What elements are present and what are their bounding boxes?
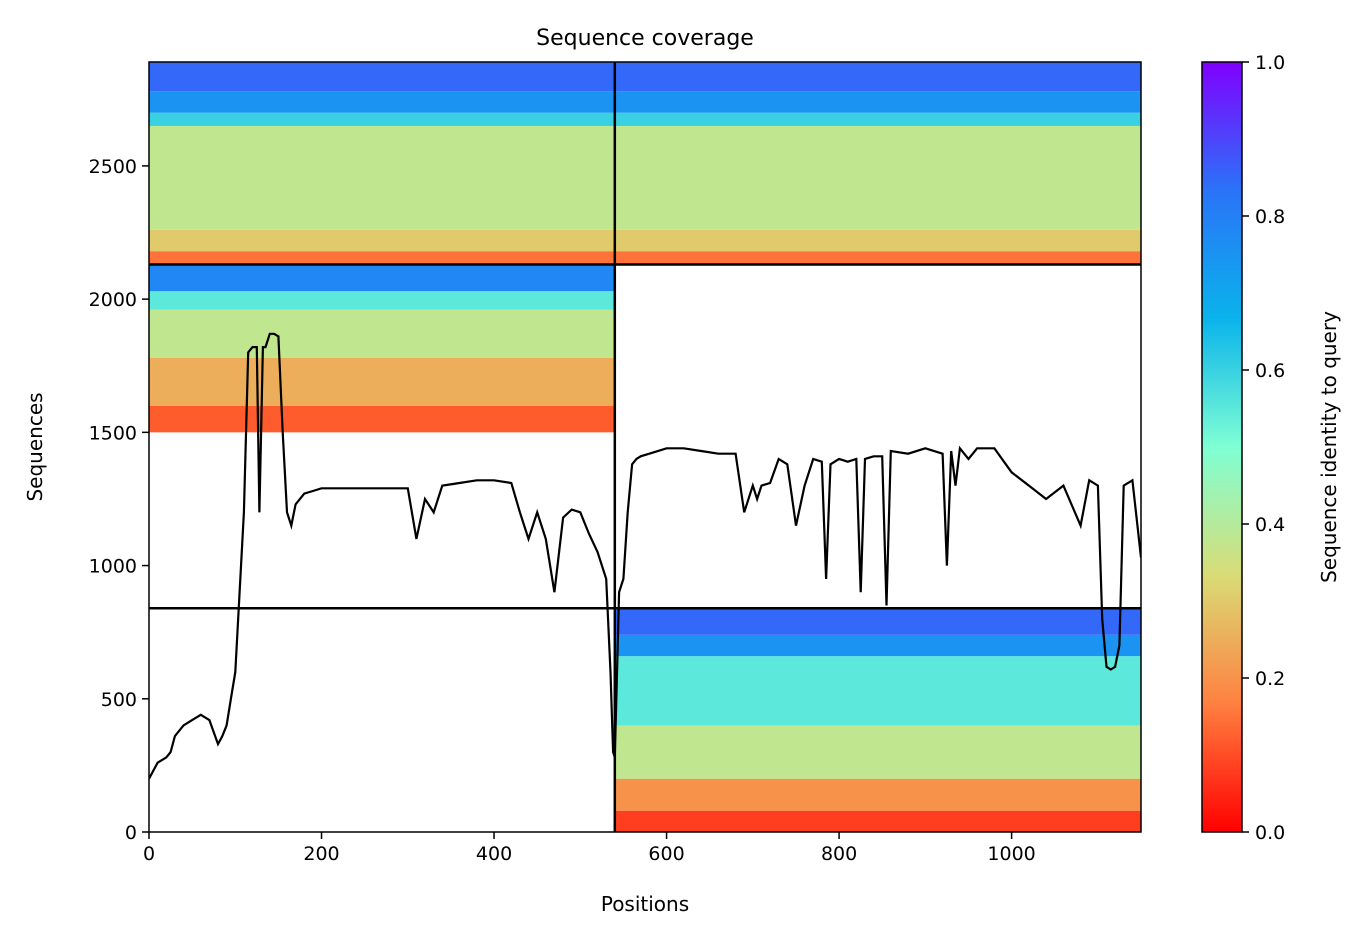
identity-band [614, 810, 1141, 832]
y-tick-label: 2500 [89, 156, 137, 178]
y-axis-label: Sequences [23, 392, 47, 501]
y-tick-label: 1500 [89, 422, 137, 444]
identity-band [149, 291, 615, 310]
y-tick-label: 1000 [89, 556, 137, 578]
colorbar-tick-label: 0.2 [1255, 668, 1285, 690]
identity-band [614, 125, 1141, 230]
identity-band [149, 125, 615, 230]
plot-area: 0 200 400 600 800 1000 0 500 1000 1500 2000 2500 [89, 61, 1142, 865]
identity-band [149, 309, 615, 358]
identity-band [614, 725, 1141, 779]
x-tick-label: 600 [648, 843, 684, 865]
identity-band [149, 405, 615, 433]
colorbar-ticks: 0.0 0.2 0.4 0.6 0.8 1.0 [1242, 52, 1285, 844]
colorbar-label: Sequence identity to query [1317, 311, 1341, 583]
identity-band [149, 229, 615, 252]
identity-band [614, 778, 1141, 811]
heatmap-block-chain2-chain3 [614, 608, 1141, 832]
colorbar-tick-label: 1.0 [1255, 52, 1285, 74]
heatmap-block-chain2-chain1 [614, 62, 1141, 265]
identity-band [614, 251, 1141, 265]
identity-band [149, 112, 615, 126]
colorbar: 0.0 0.2 0.4 0.6 0.8 1.0 [1201, 52, 1285, 844]
colorbar-gradient [1201, 61, 1243, 833]
x-tick-label: 0 [143, 843, 155, 865]
colorbar-tick-label: 0.0 [1255, 822, 1285, 844]
heatmap-block-chain1-chain2 [149, 264, 615, 433]
identity-band [614, 112, 1141, 126]
identity-band [149, 251, 615, 265]
colorbar-tick-label: 0.4 [1255, 514, 1285, 536]
identity-band [149, 357, 615, 406]
plot-frame [148, 61, 1142, 833]
coverage-line [149, 332, 1141, 780]
y-tick-label: 0 [125, 822, 137, 844]
x-tick-label: 400 [476, 843, 512, 865]
identity-band [149, 62, 615, 92]
y-tick-label: 2000 [89, 289, 137, 311]
y-tick-label: 500 [101, 689, 137, 711]
identity-band [614, 62, 1141, 92]
y-axis: 0 500 1000 1500 2000 2500 [89, 156, 149, 844]
identity-band [149, 91, 615, 113]
identity-band [614, 229, 1141, 252]
identity-band [149, 264, 615, 292]
identity-band [614, 91, 1141, 113]
x-tick-label: 1000 [987, 843, 1035, 865]
x-tick-label: 200 [303, 843, 339, 865]
identity-band [614, 608, 1141, 635]
identity-band [614, 656, 1141, 726]
colorbar-tick-label: 0.8 [1255, 206, 1285, 228]
colorbar-tick-label: 0.6 [1255, 360, 1285, 382]
x-tick-label: 800 [821, 843, 857, 865]
chain-boundaries [149, 62, 1141, 832]
identity-band [614, 634, 1141, 657]
chart-title: Sequence coverage [536, 26, 754, 51]
coverage-heatmap [149, 62, 1141, 832]
x-axis-label: Positions [601, 892, 689, 916]
heatmap-block-chain1-chain1 [149, 62, 615, 265]
x-axis: 0 200 400 600 800 1000 [143, 832, 1036, 865]
